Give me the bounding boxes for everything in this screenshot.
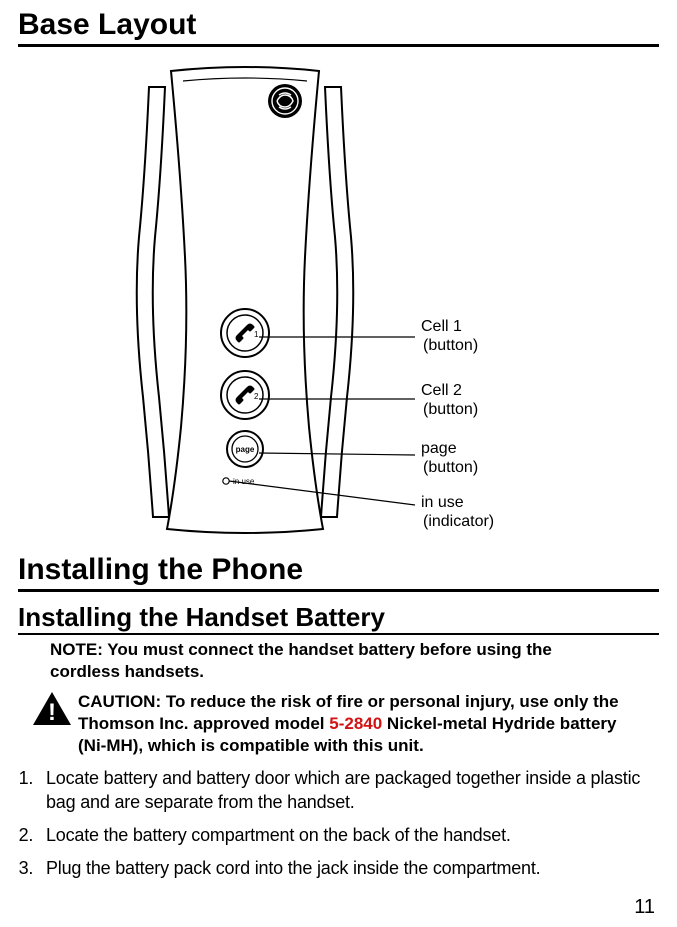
button2-num: 2 (254, 392, 259, 401)
callout-page-line2: (button) (423, 459, 478, 476)
diagram-container: 1 2 page in use Cell 1 (button) Cell 2 (… (18, 57, 659, 545)
page-button-label: page (235, 445, 254, 454)
callout-cell1-line2: (button) (423, 337, 478, 354)
caution-block: ! CAUTION: To reduce the risk of fire or… (32, 691, 659, 757)
button1-num: 1 (254, 330, 259, 339)
note-text: NOTE: You must connect the handset batte… (50, 639, 610, 683)
callout-inuse-line2: (indicator) (423, 513, 494, 530)
callout-cell2-line1: Cell 2 (421, 382, 462, 399)
base-diagram: 1 2 page in use Cell 1 (button) Cell 2 (… (109, 57, 569, 545)
callout-cell2-line2: (button) (423, 401, 478, 418)
step-item: Locate battery and battery door which ar… (38, 767, 659, 813)
heading-base-layout: Base Layout (18, 8, 659, 47)
svg-text:!: ! (48, 699, 56, 726)
step-item: Locate the battery compartment on the ba… (38, 824, 659, 847)
step-list: Locate battery and battery door which ar… (38, 767, 659, 879)
caution-icon: ! (32, 691, 72, 757)
heading-installing-battery: Installing the Handset Battery (18, 602, 659, 635)
caution-model: 5-2840 (329, 714, 382, 733)
caution-text: CAUTION: To reduce the risk of fire or p… (78, 691, 638, 757)
heading-installing-phone: Installing the Phone (18, 553, 659, 592)
callout-page-line1: page (421, 440, 457, 457)
step-item: Plug the battery pack cord into the jack… (38, 857, 659, 880)
callout-inuse-line1: in use (421, 494, 464, 511)
page-number: 11 (634, 896, 655, 919)
callout-cell1-line1: Cell 1 (421, 318, 462, 335)
